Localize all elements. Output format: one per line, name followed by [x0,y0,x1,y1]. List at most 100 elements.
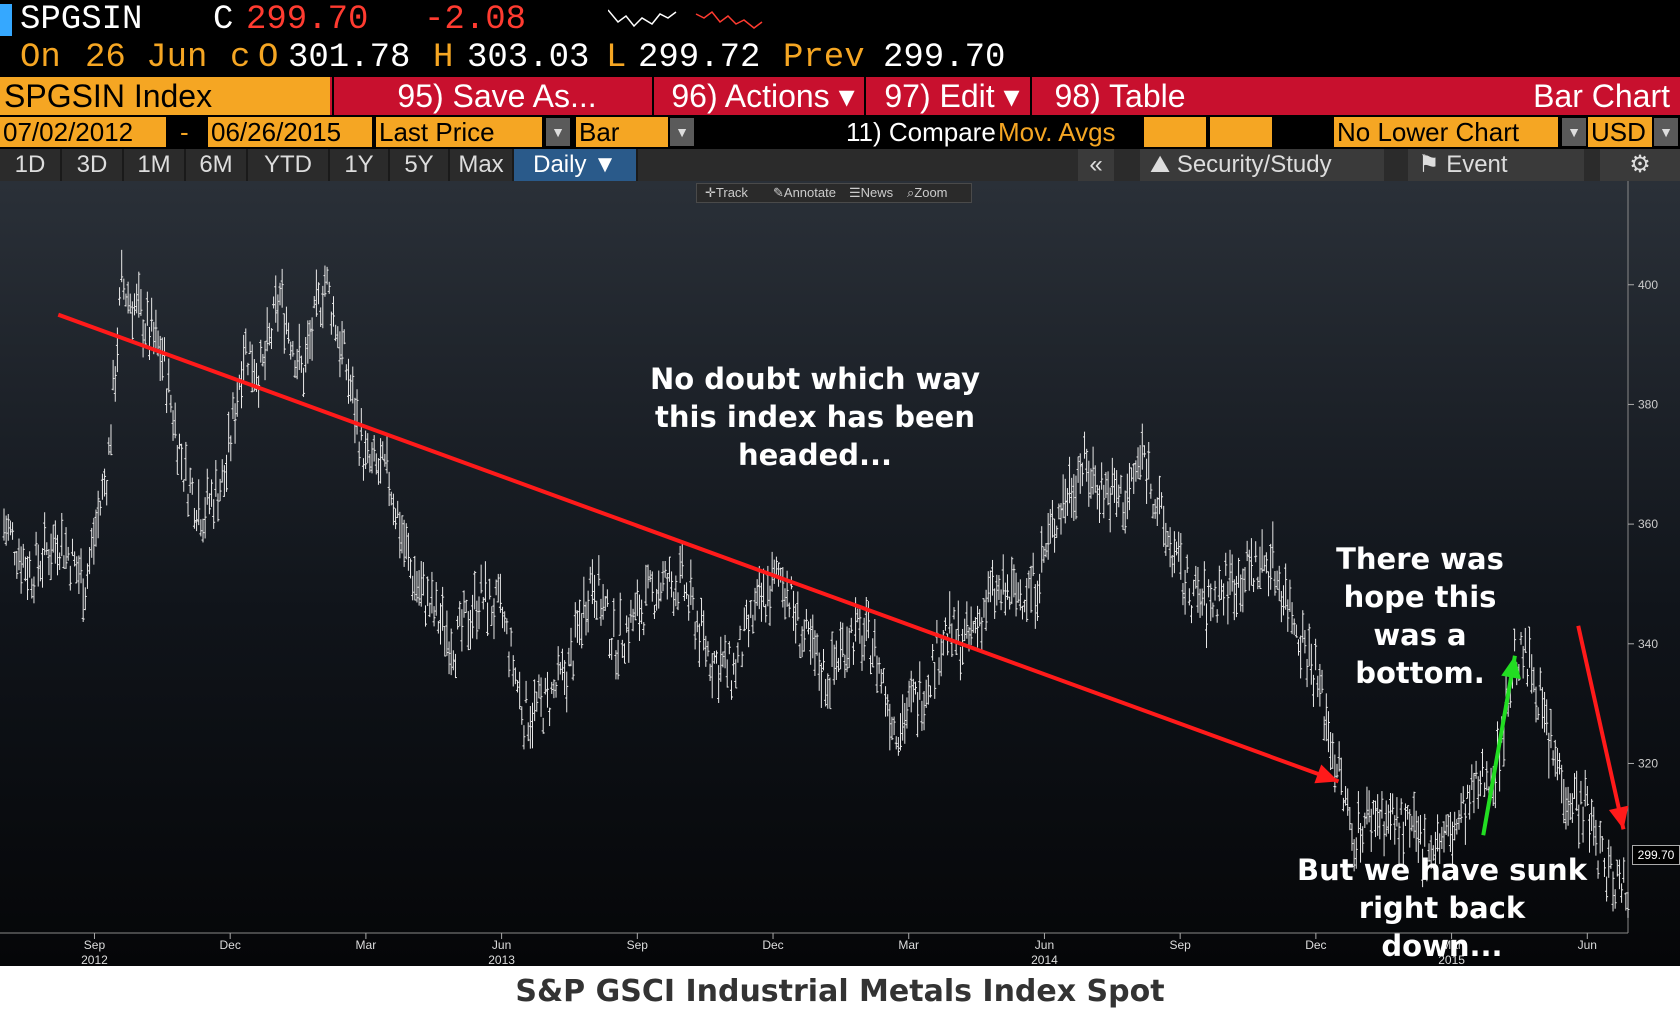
security-study-button[interactable]: ⛰ Security/Study [1140,149,1384,181]
style-select[interactable]: Bar [576,117,668,147]
annotation-hope: There was hope this was a bottom. [1336,542,1504,690]
security-study-label: Security/Study [1176,151,1332,178]
quote-date: 26 Jun [85,39,208,77]
quote-row: On 26 Jun c O 301.78 H 303.03 L 299.72 P… [0,40,1680,76]
range-max[interactable]: Max [450,149,514,181]
ticker-row: SPGSIN C 299.70 -2.08 [0,0,1680,40]
year-label: 2014 [1031,953,1058,966]
x-tick-label: Dec [762,938,783,952]
chart-study-icon: ⛰ [1150,151,1177,178]
gear-icon[interactable]: ⚙ [1600,149,1680,181]
range-1d[interactable]: 1D [0,149,62,181]
end-date-field[interactable]: 06/26/2015 [208,117,372,147]
sparkline-icon [608,9,763,29]
high-value: 303.03 [467,39,590,77]
range-bar: 1D 3D 1M 6M YTD 1Y 5Y Max Daily ▼ « ⛰ Se… [0,149,1680,181]
on-label: On [20,39,61,77]
start-date-field[interactable]: 07/02/2012 [0,117,166,147]
y-tick-label: 340 [1638,637,1658,651]
field-dropdown-icon[interactable]: ▼ [546,118,570,146]
green-rebound-arrow-head [1501,655,1521,680]
chart-kind-label: Bar Chart [1533,78,1670,114]
x-tick-label: Sep [1169,938,1191,952]
chart-mini-toolbar: ✛ Track ✎ Annotate ☰ News ⌕ Zoom [696,183,972,203]
mov-avgs-button[interactable]: Mov. Avgs [998,117,1116,147]
style-dropdown-icon[interactable]: ▼ [670,118,694,146]
x-tick-label: Sep [84,938,106,952]
save-as-button[interactable]: 95) Save As... [332,77,652,115]
ticker-marker [0,4,12,36]
actions-menu[interactable]: 96) Actions ▾ [652,77,864,115]
y-tick-label: 320 [1638,756,1658,770]
x-tick-label: Sep [627,938,649,952]
y-tick-label: 380 [1638,397,1658,411]
prev-value: 299.70 [883,39,1006,77]
x-tick-label: Jun [492,938,511,952]
range-6m[interactable]: 6M [186,149,248,181]
close-label: C [213,1,234,39]
y-tick-label: 400 [1638,278,1658,292]
options-bar: 07/02/2012 - 06/26/2015 Last Price ▼ Bar… [0,117,1680,147]
x-tick-label: Jun [1578,938,1597,952]
x-tick-label: Dec [1305,938,1326,952]
range-1m[interactable]: 1M [124,149,186,181]
range-ytd[interactable]: YTD [248,149,330,181]
annotate-label: Annotate [783,185,836,200]
collapse-button[interactable]: « [1078,149,1114,181]
range-5y[interactable]: 5Y [390,149,450,181]
chart-caption: S&P GSCI Industrial Metals Index Spot [0,966,1680,1017]
low-label: L [606,39,627,77]
year-label: 2015 [1438,953,1465,966]
year-label: 2012 [81,953,108,966]
news-label: News [860,185,894,200]
red-drop-arrow-head [1608,805,1629,830]
track-button[interactable]: ✛ Track [705,185,748,200]
annotation-headline: No doubt which way this index has been h… [649,362,981,472]
currency-select[interactable]: USD [1588,117,1652,147]
price-chart: 320 340 360 380 400 Sep Dec Mar Jun Sep Dec Mar Jun S… [0,181,1658,966]
field-select[interactable]: Last Price [376,117,542,147]
year-label: 2013 [488,953,515,966]
range-1y[interactable]: 1Y [330,149,390,181]
lower-chart-dropdown-icon[interactable]: ▼ [1562,118,1586,146]
low-value: 299.72 [638,39,761,77]
lower-chart-select[interactable]: No Lower Chart [1334,117,1558,147]
open-label: O [258,39,279,77]
event-label: Event [1446,151,1508,178]
x-tick-label: Mar [356,938,377,952]
y-tick-label: 360 [1638,517,1658,531]
annotation-sunk: But we have sunk right back down... [1297,853,1587,963]
annotate-button[interactable]: ✎ Annotate [773,185,836,200]
close-value: 299.70 [246,1,369,39]
red-downtrend-arrow-head [1314,764,1339,784]
event-button[interactable]: ⚑ Event [1408,149,1584,181]
flag-icon: ⚑ [1418,151,1447,178]
edit-menu[interactable]: 97) Edit ▾ [864,77,1030,115]
chart-area[interactable]: 320 340 360 380 400 Sep Dec Mar Jun Sep Dec Mar Jun S… [0,181,1680,966]
green-rebound-arrow [1481,655,1517,836]
range-3d[interactable]: 3D [62,149,124,181]
c-label: c [230,39,251,77]
zoom-label: Zoom [914,185,948,200]
frequency-select[interactable]: Daily ▼ [514,149,638,181]
table-button[interactable]: 98) Table [1030,77,1200,115]
price-change: -2.08 [424,1,527,39]
prev-label: Prev [783,39,865,77]
high-label: H [433,39,454,77]
red-downtrend-arrow [57,312,1340,784]
red-drop-arrow [1576,625,1626,830]
empty-field-2[interactable] [1210,117,1272,147]
menu-bar: SPGSIN Index 95) Save As... 96) Actions … [0,77,1680,115]
last-price-tag: 299.70 [1632,845,1680,865]
open-value: 301.78 [288,39,411,77]
currency-dropdown-icon[interactable]: ▼ [1654,118,1678,146]
empty-field-1[interactable] [1144,117,1206,147]
x-tick-label: Jun [1035,938,1054,952]
zoom-button[interactable]: ⌕ Zoom [907,185,948,200]
date-separator: - [180,117,189,147]
security-title[interactable]: SPGSIN Index [0,77,330,115]
x-tick-label: Dec [220,938,241,952]
compare-button[interactable]: 11) Compare [846,117,996,147]
news-button[interactable]: ☰ News [849,185,894,200]
ticker-symbol[interactable]: SPGSIN [20,1,143,39]
